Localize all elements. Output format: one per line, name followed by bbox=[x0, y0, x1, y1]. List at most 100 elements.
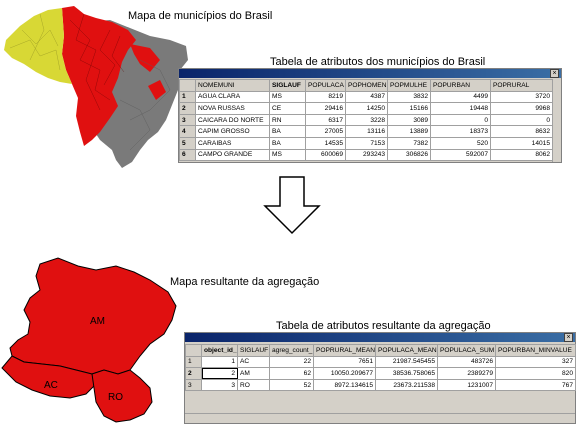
bottom-col-header-populaca-sum[interactable]: POPULACA_SUM bbox=[437, 344, 496, 357]
label-ac: AC bbox=[44, 380, 58, 391]
bottom-col-header-populaca-mean[interactable]: POPULACA_MEAN bbox=[375, 344, 438, 357]
bottom-table-hscrollbar[interactable] bbox=[185, 413, 575, 423]
top-col-header-siglauf[interactable]: SIGLAUF bbox=[269, 79, 306, 92]
aggregated-map: AM AC RO bbox=[1, 257, 177, 423]
cell-poprural: 9968 bbox=[490, 102, 553, 115]
cell-siglauf: AM bbox=[237, 367, 270, 380]
cell-poprural: 8632 bbox=[490, 125, 553, 138]
top-col-header-poprural[interactable]: POPRURAL bbox=[490, 79, 553, 92]
table-row[interactable]: 3 3 RO 52 8972.134615 23673.211538 12310… bbox=[185, 378, 576, 392]
table-row[interactable]: 4 CAPIM GROSSO BA 27005 13116 13889 1837… bbox=[179, 125, 553, 138]
cell-agreg-count: 52 bbox=[269, 378, 314, 392]
cell-nomemuni: CAMPO GRANDE bbox=[195, 148, 270, 162]
top-col-header-populaca[interactable]: POPULACA bbox=[305, 79, 346, 92]
top-table-scrollbar[interactable] bbox=[552, 79, 561, 162]
table-row[interactable]: 1 1 AC 22 7651 21987.545455 483726 327 bbox=[185, 355, 576, 369]
cell-populaca-mean: 21987.545455 bbox=[375, 355, 438, 369]
cell-nomemuni: AGUA CLARA bbox=[195, 90, 270, 104]
cell-object-id: 2 bbox=[201, 367, 238, 380]
bottom-col-header-object-id[interactable]: object_id_ bbox=[201, 344, 238, 357]
row-number: 3 bbox=[185, 378, 202, 392]
top-col-header-nomemuni[interactable]: NOMEMUNI bbox=[195, 79, 270, 92]
table-row[interactable]: 6 CAMPO GRANDE MS 600069 293243 306826 5… bbox=[179, 148, 553, 162]
bottom-col-header-popurban-minvalue[interactable]: POPURBAN_MINVALUE bbox=[495, 344, 576, 357]
cell-siglauf: RO bbox=[237, 378, 270, 392]
label-ro: RO bbox=[108, 392, 123, 403]
cell-popmulhe: 13889 bbox=[387, 125, 431, 138]
top-attribute-table-window: × NOMEMUNI SIGLAUF POPULACA POPHOMEN POP… bbox=[178, 68, 562, 163]
top-table-close-button[interactable]: × bbox=[550, 69, 559, 78]
cell-poprural: 14015 bbox=[490, 136, 553, 150]
cell-pophomen: 4387 bbox=[345, 90, 388, 104]
bottom-attribute-table-window: × object_id_ SIGLAUF agreg_count_ POPRUR… bbox=[184, 332, 576, 424]
bottom-table-header-row: object_id_ SIGLAUF agreg_count_ POPRURAL… bbox=[185, 344, 576, 357]
region-ro bbox=[91, 369, 153, 423]
row-number: 1 bbox=[179, 90, 196, 104]
top-col-header-pophomen[interactable]: POPHOMEN bbox=[345, 79, 388, 92]
cell-popurban-minvalue: 767 bbox=[495, 378, 576, 392]
cell-popmulhe: 3832 bbox=[387, 90, 431, 104]
cell-popurban-minvalue: 327 bbox=[495, 355, 576, 369]
cell-nomemuni: CAICARA DO NORTE bbox=[195, 113, 270, 127]
cell-poprural: 3720 bbox=[490, 90, 553, 104]
cell-object-id: 1 bbox=[201, 355, 238, 369]
cell-poprural: 0 bbox=[490, 113, 553, 127]
row-number: 1 bbox=[185, 355, 202, 369]
table-row[interactable]: 2 NOVA RUSSAS CE 29416 14250 15166 19448… bbox=[179, 102, 553, 115]
label-am: AM bbox=[90, 316, 105, 327]
top-attribute-table: NOMEMUNI SIGLAUF POPULACA POPHOMEN POPMU… bbox=[179, 79, 553, 162]
brazil-yellow-region bbox=[4, 8, 72, 84]
top-map-caption: Mapa de municípios do Brasil bbox=[128, 10, 273, 22]
cell-poprural-mean: 10050.209677 bbox=[313, 367, 376, 380]
cell-populaca: 29416 bbox=[305, 102, 346, 115]
table-row[interactable]: 5 CARAIBAS BA 14535 7153 7382 520 14015 bbox=[179, 136, 553, 150]
cell-popurban-minvalue: 820 bbox=[495, 367, 576, 380]
cell-siglauf: MS bbox=[269, 148, 306, 162]
cell-siglauf: BA bbox=[269, 136, 306, 150]
top-table-header-row: NOMEMUNI SIGLAUF POPULACA POPHOMEN POPMU… bbox=[179, 79, 553, 92]
cell-nomemuni: NOVA RUSSAS bbox=[195, 102, 270, 115]
cell-populaca: 6317 bbox=[305, 113, 346, 127]
down-arrow-icon bbox=[263, 176, 321, 235]
cell-populaca-sum: 1231007 bbox=[437, 378, 496, 392]
cell-siglauf: BA bbox=[269, 125, 306, 138]
cell-siglauf: CE bbox=[269, 102, 306, 115]
table-row[interactable]: 2 2 AM 62 10050.209677 38536.758065 2389… bbox=[185, 367, 576, 380]
cell-pophomen: 7153 bbox=[345, 136, 388, 150]
cell-siglauf: MS bbox=[269, 90, 306, 104]
table-row[interactable]: 3 CAICARA DO NORTE RN 6317 3228 3089 0 0 bbox=[179, 113, 553, 127]
bottom-col-header-siglauf[interactable]: SIGLAUF bbox=[237, 344, 270, 357]
bottom-col-header-poprural-mean[interactable]: POPRURAL_MEAN bbox=[313, 344, 376, 357]
cell-populaca: 8219 bbox=[305, 90, 346, 104]
top-col-header-popmulhe[interactable]: POPMULHE bbox=[387, 79, 431, 92]
cell-popurban: 18373 bbox=[430, 125, 491, 138]
cell-poprural-mean: 8972.134615 bbox=[313, 378, 376, 392]
cell-populaca: 14535 bbox=[305, 136, 346, 150]
bottom-table-titlebar: × bbox=[185, 333, 575, 342]
table-row[interactable]: 1 AGUA CLARA MS 8219 4387 3832 4499 3720 bbox=[179, 90, 553, 104]
cell-popurban: 592007 bbox=[430, 148, 491, 162]
bottom-table-caption: Tabela de atributos resultante da agrega… bbox=[276, 320, 491, 332]
bottom-col-header-rownum[interactable] bbox=[185, 344, 202, 357]
cell-popmulhe: 306826 bbox=[387, 148, 431, 162]
bottom-map-caption: Mapa resultante da agregação bbox=[170, 276, 320, 288]
cell-populaca-sum: 483726 bbox=[437, 355, 496, 369]
cell-populaca: 600069 bbox=[305, 148, 346, 162]
cell-pophomen: 14250 bbox=[345, 102, 388, 115]
bottom-col-header-agreg-count[interactable]: agreg_count_ bbox=[269, 344, 314, 357]
cell-popmulhe: 3089 bbox=[387, 113, 431, 127]
cell-popurban: 19448 bbox=[430, 102, 491, 115]
top-col-header-popurban[interactable]: POPURBAN bbox=[430, 79, 491, 92]
top-col-header-rownum[interactable] bbox=[179, 79, 196, 92]
cell-nomemuni: CAPIM GROSSO bbox=[195, 125, 270, 138]
cell-populaca-mean: 38536.758065 bbox=[375, 367, 438, 380]
bottom-table-close-button[interactable]: × bbox=[564, 333, 573, 342]
cell-popurban: 0 bbox=[430, 113, 491, 127]
cell-popmulhe: 15166 bbox=[387, 102, 431, 115]
brazil-red-region bbox=[62, 6, 136, 146]
cell-pophomen: 13116 bbox=[345, 125, 388, 138]
top-table-caption: Tabela de atributos dos municípios do Br… bbox=[270, 56, 486, 68]
row-number: 2 bbox=[185, 367, 202, 380]
cell-siglauf: AC bbox=[237, 355, 270, 369]
cell-populaca-mean: 23673.211538 bbox=[375, 378, 438, 392]
